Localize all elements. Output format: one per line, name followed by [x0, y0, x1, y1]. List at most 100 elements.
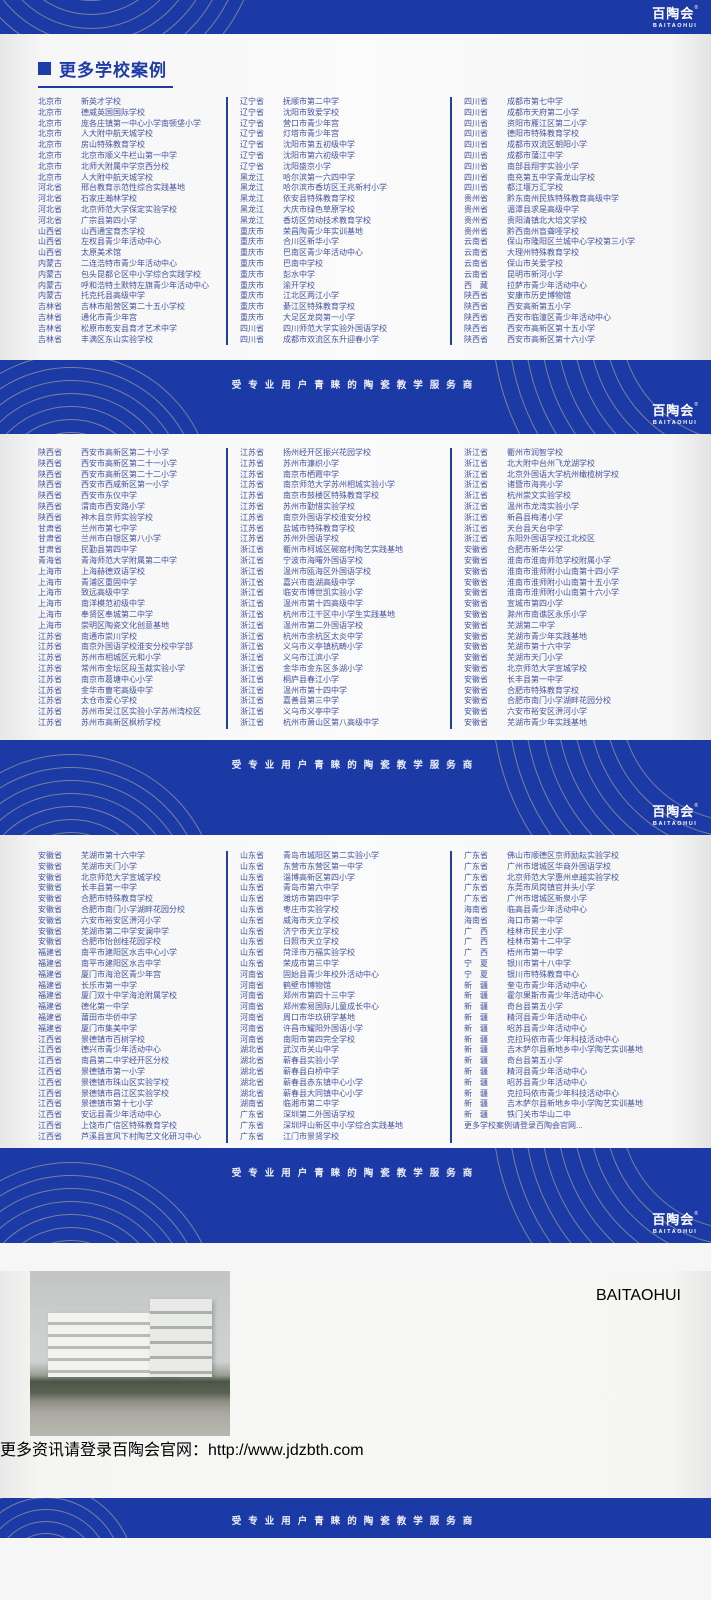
school-name: 北京师范大学宣城学校	[507, 663, 587, 673]
school-row: 宁 夏 银川市第十八中学	[464, 959, 683, 970]
school-row: 江西省 上饶市广信区特殊教育学校	[38, 1121, 226, 1132]
school-name: 西安市高新区第二十一小学	[81, 458, 177, 468]
school-row: 安徽省 合肥市特殊教育学校	[38, 894, 226, 905]
province-label: 陕西省	[464, 302, 488, 312]
decorative-arc	[7, 432, 135, 434]
school-name: 成都市天府第二小学	[507, 107, 579, 117]
school-name: 蕲春县白桥中学	[283, 1066, 339, 1076]
school-row: 重庆市 渝开学校	[240, 281, 450, 292]
school-name: 蕲春县大同镇中心小学	[283, 1088, 363, 1098]
province-label: 湖北省	[240, 1077, 264, 1087]
school-name: 苏州市高新区枫桥学校	[81, 717, 161, 727]
province-label: 江苏省	[38, 685, 62, 695]
school-name: 南京市鼓楼区特殊教育学校	[283, 491, 379, 501]
school-name: 日照市天立学校	[283, 937, 339, 947]
logo-english-text: BAITAOHUI	[652, 419, 698, 426]
school-row: 浙江省 北大附中台州飞龙湖学校	[464, 459, 683, 470]
school-row: 山西省 左权县青少年活动中心	[38, 237, 226, 248]
school-name: 景德镇市珠山区实验学校	[81, 1077, 169, 1087]
school-name: 南京师范大学苏州相城实验小学	[283, 480, 395, 490]
province-label: 安徽省	[38, 872, 62, 882]
province-label: 浙江省	[464, 523, 488, 533]
school-row: 甘肃省 兰州市第七中学	[38, 524, 226, 535]
school-row: 黑龙江 哈尔滨第一六四中学	[240, 173, 450, 184]
school-name: 西安市西咸新区第一小学	[81, 480, 169, 490]
school-name: 左权县青少年活动中心	[81, 237, 161, 247]
school-name: 景德镇市第一小学	[81, 1066, 145, 1076]
province-label: 浙江省	[240, 620, 264, 630]
school-row: 山东省 潍坊市第四中学	[240, 894, 450, 905]
school-name: 温州市龙湾实验小学	[507, 501, 579, 511]
province-label: 安徽省	[38, 937, 62, 947]
school-name: 邢台教育示范性综合实践基地	[81, 183, 185, 193]
school-row: 江苏省 苏州市勤惜实验学校	[240, 502, 450, 513]
province-label: 江苏省	[38, 653, 62, 663]
province-label: 重庆市	[240, 237, 264, 247]
school-column: 山东省 青岛市城阳区第二实验小学 山东省 东营市东营区第一中学 山东省 淄博高新区第四小学…	[226, 851, 450, 1143]
school-row: 安徽省 芜湖市天门小学	[464, 653, 683, 664]
province-label: 广东省	[464, 861, 488, 871]
school-row: 重庆市 彭水中学	[240, 270, 450, 281]
school-name: 深圳坪山新区中小学综合实践基地	[283, 1120, 403, 1130]
school-row: 河南省 固始县青少年校外活动中心	[240, 970, 450, 981]
school-name: 太原美术馆	[81, 248, 121, 258]
school-row: 福建省 南平市建阳区水吉中学	[38, 959, 226, 970]
website-url[interactable]: http://www.jdzbth.com	[208, 1442, 364, 1459]
province-label: 辽宁省	[240, 161, 264, 171]
school-name: 上海赫德双语学校	[81, 566, 145, 576]
province-label: 广东省	[464, 894, 488, 904]
school-name: 青海师范大学附属第二中学	[81, 555, 177, 565]
school-name: 克拉玛依市青少年科技活动中心	[507, 1088, 619, 1098]
school-list-section-1: 更多学校案例 北京市 新英才学校 北京市 德威英国国际学校 北京市 庞各庄镇第一中心小学南…	[0, 34, 711, 360]
school-name: 四川师范大学实验外国语学校	[283, 323, 387, 333]
province-label: 山东省	[240, 851, 264, 860]
province-label: 陕西省	[38, 469, 62, 479]
school-row: 山东省 枣庄市实验学校	[240, 905, 450, 916]
province-label: 浙江省	[464, 501, 488, 511]
brand-banner: 受专业用户青睐的陶瓷教学服务商 百陶会® BAITAOHUI	[0, 360, 711, 434]
province-label: 广东省	[464, 872, 488, 882]
school-name: 哈尔滨第一六四中学	[283, 172, 355, 182]
school-row: 广东省 江门市景贤学校	[240, 1132, 450, 1143]
school-name: 昭苏县青少年活动中心	[507, 1077, 587, 1087]
province-label: 重庆市	[240, 302, 264, 312]
school-name: 固始县青少年校外活动中心	[283, 969, 379, 979]
school-row: 浙江省 东阳外国语学校江北校区	[464, 534, 683, 545]
school-row: 福建省 德化第一中学	[38, 1002, 226, 1013]
school-name: 广州市增城区华商外国语学校	[507, 861, 611, 871]
province-label: 北京市	[38, 97, 62, 106]
province-label: 内蒙古	[38, 258, 62, 268]
school-row: 更多学校案例请登录百陶会官网...	[464, 1121, 683, 1132]
school-name: 南京外国语学校淮安分校	[283, 512, 371, 522]
school-row: 河南省 郑州索易国际儿童成长中心	[240, 1002, 450, 1013]
school-name: 莆田市华侨中学	[81, 1012, 137, 1022]
school-name: 南充第五中学青龙山学校	[507, 172, 595, 182]
school-row: 广东省 深圳第二外国语学校	[240, 1110, 450, 1121]
province-label: 陕西省	[464, 334, 488, 344]
province-label: 湖北省	[240, 1056, 264, 1066]
school-row: 广东省 广州市增城区华商外国语学校	[464, 862, 683, 873]
school-name: 黔西南州盲聋哑学校	[507, 226, 579, 236]
province-label: 山东省	[240, 872, 264, 882]
school-row: 河南省 鹤壁市博物馆	[240, 981, 450, 992]
school-name: 西安高新第五小学	[507, 302, 571, 312]
school-name: 二连浩特市青少年活动中心	[81, 258, 177, 268]
province-label: 江西省	[38, 1099, 62, 1109]
school-name: 吉林市船营区第二十五小学校	[81, 302, 185, 312]
province-label: 江西省	[38, 1056, 62, 1066]
school-row: 浙江省 义乌市江滨小学	[240, 653, 450, 664]
province-label: 贵州省	[464, 215, 488, 225]
school-name: 呼和浩特土默特左旗青少年活动中心	[81, 280, 209, 290]
province-label: 北京市	[38, 150, 62, 160]
school-row: 福建省 厦门市海沧区青少年宫	[38, 970, 226, 981]
more-cases-note: 更多学校案例请登录百陶会官网...	[464, 1120, 583, 1130]
banner-slogan: 受专业用户青睐的陶瓷教学服务商	[231, 380, 480, 391]
school-name: 南昌第二中学经开区分校	[81, 1056, 169, 1066]
province-label: 江西省	[38, 1077, 62, 1087]
school-name: 淮南市淮南师范学校附属小学	[507, 555, 611, 565]
school-column: 广东省 佛山市顺德区京师励耘实验学校 广东省 广州市增城区华商外国语学校 广东省 北京师范…	[450, 851, 683, 1143]
school-name: 石家庄瀚林学校	[81, 194, 137, 204]
province-label: 河南省	[240, 1012, 264, 1022]
school-name: 房山特殊教育学校	[81, 140, 145, 150]
province-label: 新 疆	[464, 1110, 488, 1120]
